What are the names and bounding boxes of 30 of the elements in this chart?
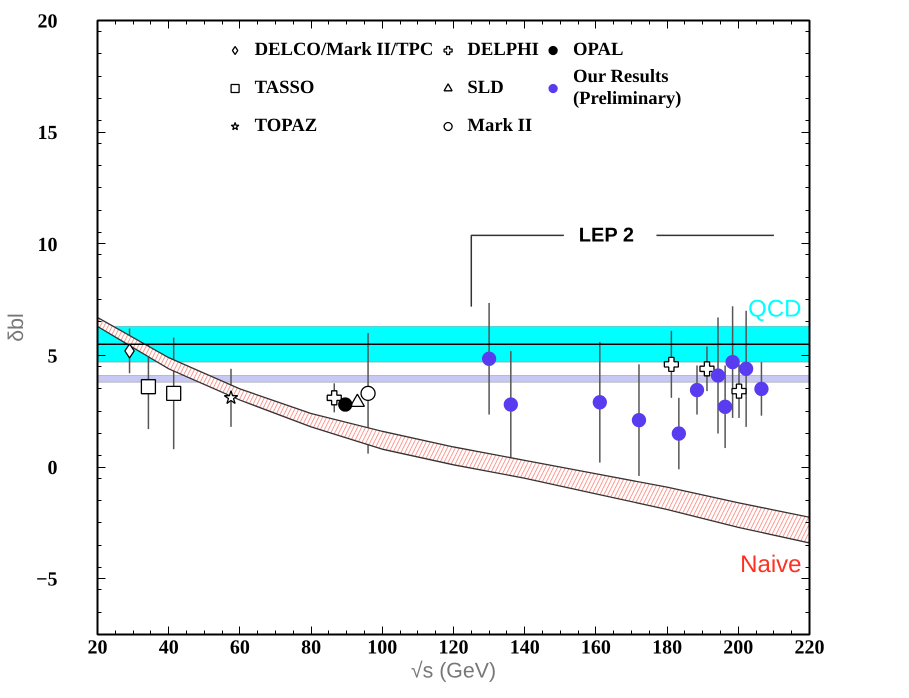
y-tick-label: 5 bbox=[48, 345, 58, 368]
x-tick-label: 120 bbox=[438, 636, 468, 658]
x-tick-label: 100 bbox=[367, 636, 398, 658]
x-tick-label: 40 bbox=[158, 636, 179, 658]
x-tick-label: 20 bbox=[88, 636, 108, 658]
legend-label: DELCO/Mark II/TPC bbox=[254, 38, 434, 62]
legend-label: DELPHI bbox=[467, 38, 539, 62]
x-tick-label: 200 bbox=[723, 636, 754, 658]
x-tick-label: 140 bbox=[510, 636, 540, 658]
x-tick-label: 160 bbox=[580, 636, 611, 658]
legend-label: SLD bbox=[467, 76, 504, 100]
annotation: LEP 2 bbox=[578, 224, 634, 246]
legend-label: TOPAZ bbox=[254, 114, 318, 138]
legend-label: OPAL bbox=[572, 38, 624, 62]
x-tick-label: 80 bbox=[301, 636, 322, 658]
band-label: QCD bbox=[748, 295, 802, 322]
x-tick-label: 180 bbox=[652, 636, 682, 658]
x-tick-label: 60 bbox=[230, 636, 250, 658]
x-axis-title: √s (GeV) bbox=[410, 658, 496, 682]
y-tick-label: 0 bbox=[48, 457, 58, 480]
series-label: Naive bbox=[740, 550, 802, 578]
legend-label: Mark II bbox=[467, 114, 532, 138]
y-tick-label: −5 bbox=[36, 568, 58, 591]
y-tick-label: 10 bbox=[38, 234, 58, 256]
legend-label: Our Results (Preliminary) bbox=[572, 66, 682, 110]
x-tick-label: 220 bbox=[794, 636, 824, 658]
y-tick-label: 15 bbox=[38, 122, 58, 144]
legend-label: TASSO bbox=[254, 76, 314, 100]
y-tick-label: 20 bbox=[38, 10, 58, 32]
y-axis-title: δbl bbox=[4, 313, 28, 342]
